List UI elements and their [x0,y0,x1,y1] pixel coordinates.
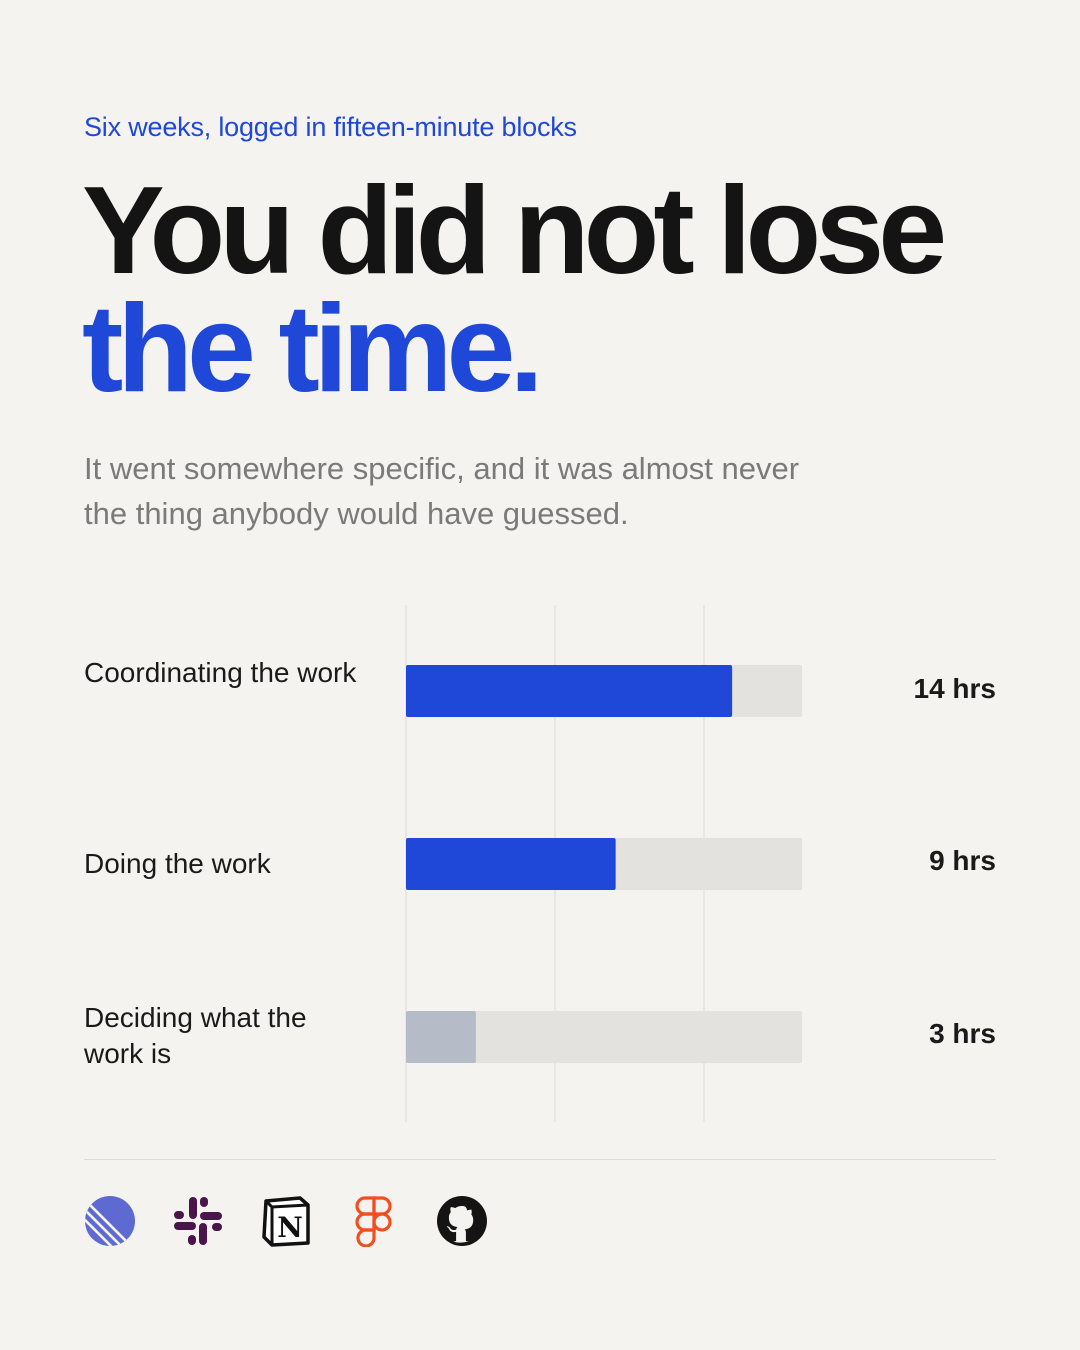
headline: You did not lose the time. [82,162,947,418]
bar-2 [406,1011,476,1063]
svg-text:N: N [277,1211,303,1244]
slack-icon [174,1197,222,1245]
value-label-deciding: 3 hrs [929,1018,996,1049]
eyebrow: Six weeks, logged in fifteen-minute bloc… [84,112,577,142]
github-icon [437,1196,487,1246]
value-label-coordinating: 14 hrs [913,673,997,704]
category-label-doing: Doing the work [84,848,271,879]
headline-line1: You did not lose [82,162,947,300]
category-label-coordinating: Coordinating the work [84,657,357,688]
value-label-doing: 9 hrs [929,845,996,876]
figma-icon [355,1196,392,1247]
category-label-deciding: Deciding what the work is [84,1002,307,1069]
subhead: It went somewhere specific, and it was a… [84,451,800,531]
divider [84,1159,996,1160]
bar-0 [406,665,733,717]
linear-icon [85,1196,135,1246]
bar-chart [405,605,802,1122]
notion-icon: N [262,1196,310,1247]
bar-1 [406,838,616,890]
headline-line2: the time. [82,280,544,418]
bar-track-2 [406,1011,802,1063]
